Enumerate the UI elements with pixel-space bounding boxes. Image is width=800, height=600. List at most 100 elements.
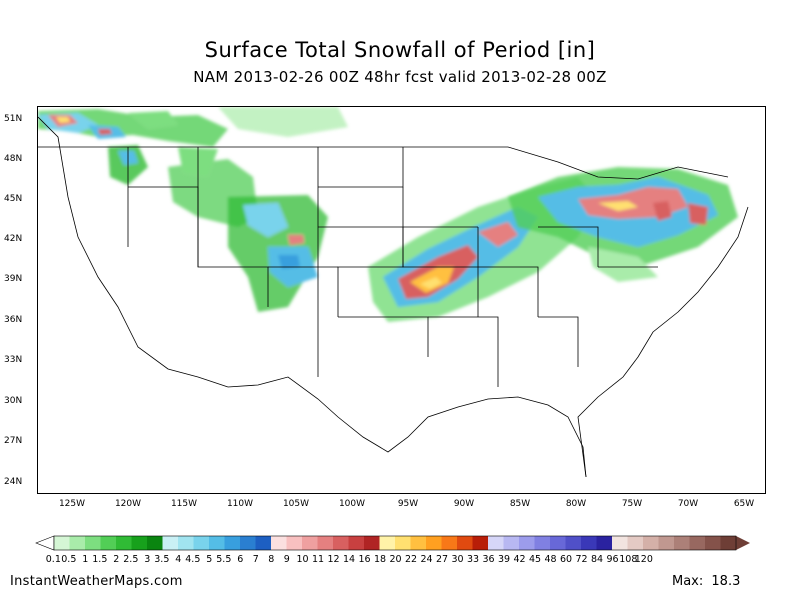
colorbar-swatch [224,536,241,550]
lat-label: 33N [4,355,23,365]
max-label: Max: [672,574,704,589]
colorbar-swatch [705,536,721,550]
colorbar-swatch [519,536,535,550]
colorbar-tick-label: 3.5 [154,554,170,565]
lat-label: 30N [4,396,23,406]
colorbar-swatch [85,536,101,550]
colorbar-tick-label: 2.5 [123,554,139,565]
colorbar-tick-label: 11 [312,554,325,565]
colorbar-tick-label: 4.5 [185,554,201,565]
lat-label: 24N [4,477,23,487]
colorbar-swatch [302,536,318,550]
colorbar-tick-label: 1.5 [92,554,108,565]
colorbar-tick-label: 8 [268,554,275,565]
lon-label: 110W [226,499,254,509]
lon-label: 95W [397,499,419,509]
lat-label: 42N [4,234,23,244]
colorbar-tick-label: 0.1 [45,554,61,565]
colorbar-swatch [534,536,551,550]
colorbar-tick-label: 96 [606,554,619,565]
colorbar-swatch [472,536,489,550]
colorbar-swatch [348,536,365,550]
colorbar-tick-label: 108 [619,554,638,565]
snow-pacific-northwest [38,107,348,185]
lat-label: 27N [4,436,23,446]
colorbar-swatch [596,536,613,550]
colorbar-tick-label: 39 [498,554,511,565]
colorbar-swatch [581,536,597,550]
colorbar-tick-label: 84 [591,554,604,565]
colorbar-tick-label: 9 [283,554,290,565]
colorbar-tick-label: 27 [436,554,449,565]
colorbar-swatch [333,536,349,550]
colorbar-swatch [550,536,566,550]
colorbar-tick-label: 18 [374,554,387,565]
colorbar-tick-label: 5 [206,554,213,565]
colorbar-tick-label: 16 [358,554,371,565]
lat-label: 51N [4,114,23,124]
colorbar-min-arrow [35,535,55,551]
lat-label: 36N [4,315,23,325]
colorbar-tick-label: 0.5 [61,554,77,565]
colorbar-swatch [162,536,179,550]
colorbar-swatch [689,536,706,550]
colorbar-swatch [286,536,303,550]
colorbar-swatch [54,536,70,550]
max-readout: Max: 18.3 [668,574,740,589]
lon-label: 75W [621,499,643,509]
lon-label: 85W [509,499,531,509]
chart-title: Surface Total Snowfall of Period [in] [204,38,596,62]
colorbar-swatch [674,536,690,550]
colorbar-tick-label: 42 [513,554,526,565]
colorbar-swatch [658,536,675,550]
lon-label: 80W [565,499,587,509]
lon-label: 120W [114,499,142,509]
colorbar-tick-label: 120 [634,554,653,565]
lon-label: 100W [338,499,366,509]
colorbar-border [53,535,737,551]
snowfall-map [38,107,749,478]
colorbar-swatch [426,536,442,550]
snowfall-colorbar [35,535,750,551]
colorbar-tick-label: 14 [343,554,356,565]
colorbar-swatch [255,536,272,550]
colorbar-swatch [271,536,287,550]
colorbar-tick-label: 10 [296,554,309,565]
colorbar-swatch [317,536,334,550]
colorbar-swatch [503,536,520,550]
colorbar-tick-label: 24 [420,554,433,565]
source-credit: InstantWeatherMaps.com [10,574,183,589]
colorbar-tick-label: 22 [405,554,418,565]
colorbar-tick-label: 3 [144,554,151,565]
colorbar-tick-label: 33 [467,554,480,565]
colorbar-swatch [209,536,225,550]
colorbar-swatch [488,536,504,550]
colorbar-tick-label: 60 [560,554,573,565]
colorbar-tick-label: 1 [82,554,89,565]
colorbar-tick-label: 6 [237,554,244,565]
colorbar-swatch [627,536,644,550]
colorbar-swatch [720,536,737,550]
colorbar-tick-label: 48 [544,554,557,565]
colorbar-tick-label: 36 [482,554,495,565]
colorbar-swatch [240,536,256,550]
colorbar-swatch [457,536,473,550]
snow-great-lakes-northeast [508,167,738,282]
colorbar-swatch [131,536,148,550]
lon-label: 90W [453,499,475,509]
colorbar-swatch [69,536,86,550]
lon-label: 125W [58,499,86,509]
colorbar-swatch [395,536,411,550]
colorbar-tick-label: 20 [389,554,402,565]
lon-label: 65W [733,499,755,509]
lon-label: 70W [677,499,699,509]
lat-label: 48N [4,154,23,164]
colorbar-max-arrow [736,536,750,550]
colorbar-swatch [147,536,163,550]
lat-label: 39N [4,274,23,284]
colorbar-swatch [643,536,659,550]
chart-subtitle: NAM 2013-02-26 00Z 48hr fcst valid 2013-… [193,68,607,86]
colorbar-swatch [100,536,117,550]
colorbar-swatch [410,536,427,550]
colorbar-swatch [364,536,380,550]
